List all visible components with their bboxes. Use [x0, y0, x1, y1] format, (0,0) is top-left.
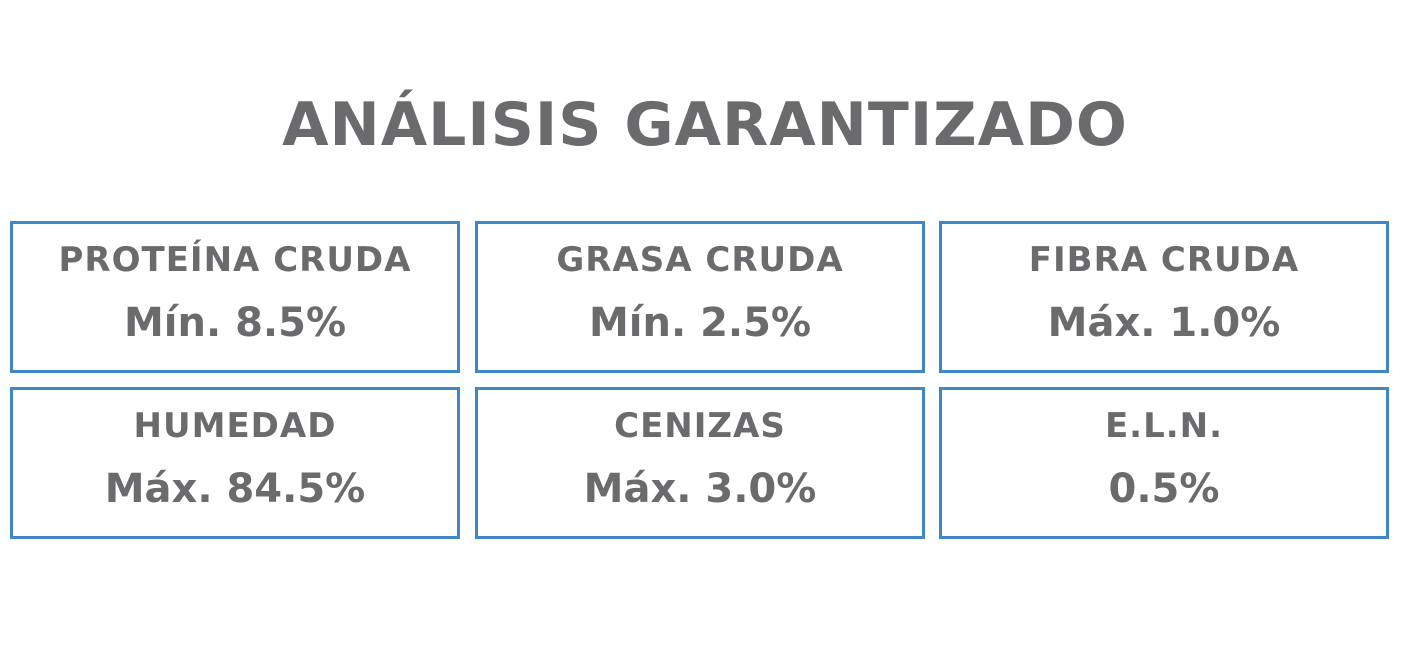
- cell-label: CENIZAS: [614, 406, 786, 446]
- cell-label: E.L.N.: [1104, 406, 1224, 446]
- cell-value: Mín. 2.5%: [588, 300, 812, 346]
- analysis-cell: PROTEÍNA CRUDA Mín. 8.5%: [10, 221, 460, 373]
- cell-value: Máx. 3.0%: [583, 466, 817, 512]
- cell-label: HUMEDAD: [133, 406, 337, 446]
- cell-label: FIBRA CRUDA: [1028, 240, 1300, 280]
- cell-value: 0.5%: [1108, 466, 1220, 512]
- title: ANÁLISIS GARANTIZADO: [282, 90, 1128, 160]
- analysis-cell: GRASA CRUDA Mín. 2.5%: [475, 221, 925, 373]
- cell-value: Máx. 1.0%: [1047, 300, 1281, 346]
- analysis-cell: FIBRA CRUDA Máx. 1.0%: [939, 221, 1389, 373]
- cell-label: PROTEÍNA CRUDA: [58, 240, 412, 280]
- analysis-cell: E.L.N. 0.5%: [939, 387, 1389, 539]
- cell-value: Mín. 8.5%: [123, 300, 347, 346]
- analysis-cell: HUMEDAD Máx. 84.5%: [10, 387, 460, 539]
- cell-label: GRASA CRUDA: [556, 240, 844, 280]
- analysis-cell: CENIZAS Máx. 3.0%: [475, 387, 925, 539]
- cell-value: Máx. 84.5%: [104, 466, 366, 512]
